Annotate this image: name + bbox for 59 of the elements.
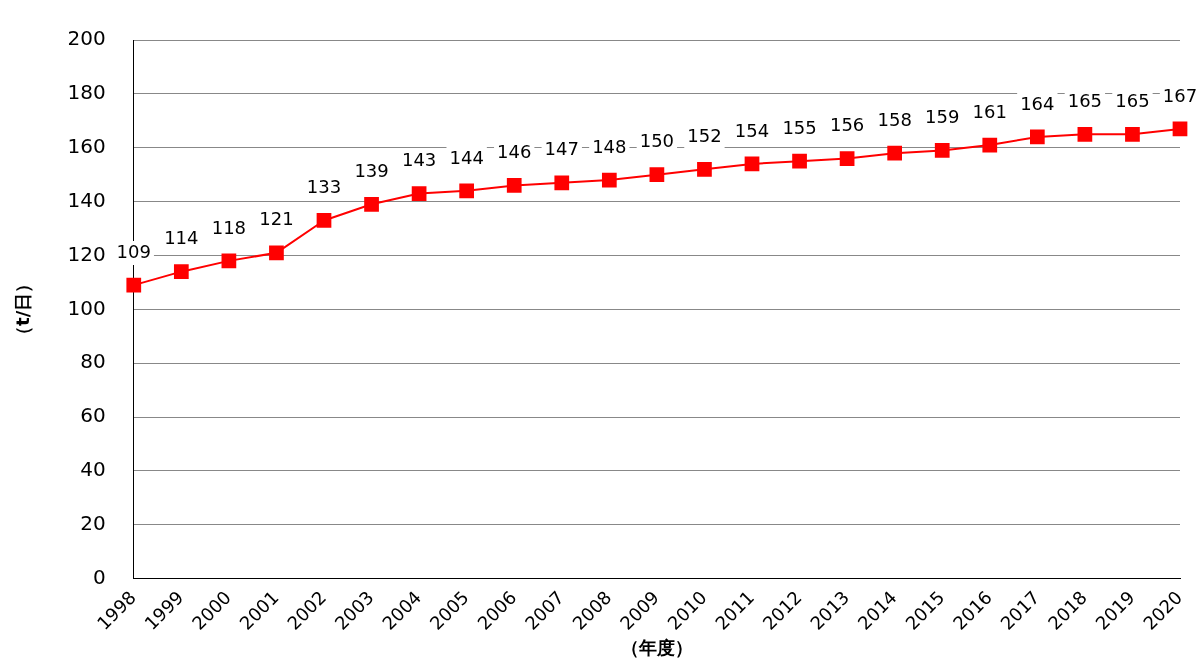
point xyxy=(459,183,475,199)
data-label: 156 xyxy=(829,114,865,136)
point xyxy=(887,145,903,161)
data-label: 118 xyxy=(211,216,247,238)
y-tick-label: 120 xyxy=(67,241,106,266)
y-tick-label: 60 xyxy=(80,403,106,428)
y-tick-label: 100 xyxy=(67,295,106,320)
point xyxy=(221,253,237,269)
y-tick-label: 0 xyxy=(93,564,106,589)
point xyxy=(744,156,760,172)
data-label: 114 xyxy=(164,227,199,249)
data-label: 146 xyxy=(497,141,532,163)
point xyxy=(982,137,998,153)
point xyxy=(839,151,855,166)
data-label: 144 xyxy=(449,146,484,168)
point xyxy=(364,196,379,212)
x-axis-title: （年度） xyxy=(620,636,693,658)
data-label: 139 xyxy=(354,159,389,181)
data-label: 147 xyxy=(544,138,579,160)
y-tick-label: 160 xyxy=(67,133,106,158)
data-label: 143 xyxy=(401,149,437,171)
data-label: 121 xyxy=(259,208,294,230)
point xyxy=(1029,129,1045,145)
y-tick-label: 40 xyxy=(80,457,106,482)
point xyxy=(1172,121,1188,137)
point xyxy=(649,167,665,183)
y-tick-label: 140 xyxy=(67,187,106,212)
data-label: 161 xyxy=(972,100,1007,122)
point xyxy=(1077,126,1093,142)
data-label: 150 xyxy=(639,130,675,152)
point xyxy=(173,264,189,280)
data-label: 164 xyxy=(1020,92,1055,114)
point xyxy=(792,153,807,169)
point xyxy=(316,213,332,228)
data-label: 158 xyxy=(877,108,912,130)
point xyxy=(601,172,617,188)
point xyxy=(506,178,522,193)
y-tick-label: 200 xyxy=(67,26,106,51)
data-label: 152 xyxy=(687,124,722,146)
point xyxy=(934,143,950,158)
point xyxy=(1125,126,1140,142)
y-axis-title: （t/日） xyxy=(12,274,34,344)
data-label: 154 xyxy=(734,119,770,141)
point xyxy=(411,186,427,201)
y-tick-label: 180 xyxy=(67,80,106,105)
data-label: 155 xyxy=(782,116,817,138)
data-label: 133 xyxy=(306,176,342,198)
point xyxy=(554,175,570,191)
data-label: 165 xyxy=(1067,89,1103,111)
data-label: 159 xyxy=(925,106,960,128)
point xyxy=(126,277,142,293)
point xyxy=(697,161,712,177)
y-tick-label: 80 xyxy=(80,349,106,374)
data-label: 109 xyxy=(116,240,151,262)
y-tick-label: 20 xyxy=(80,511,106,536)
data-label: 148 xyxy=(592,135,627,157)
data-label: 167 xyxy=(1162,84,1198,106)
point xyxy=(269,245,284,261)
data-label: 165 xyxy=(1115,89,1150,111)
